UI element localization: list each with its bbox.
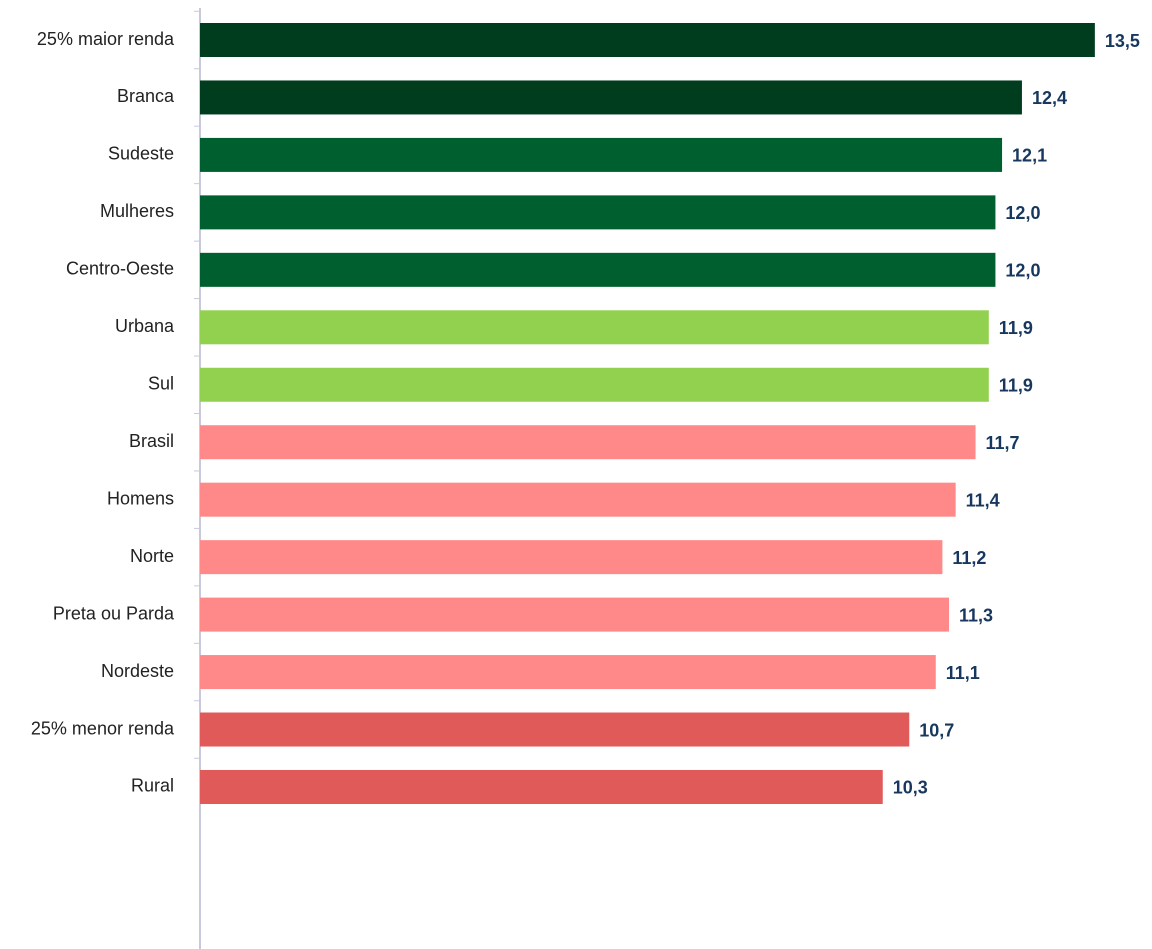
category-label: 25% menor renda	[31, 718, 175, 738]
value-label: 13,5	[1105, 31, 1140, 51]
bar	[200, 482, 956, 517]
category-label: Rural	[131, 776, 174, 796]
value-label: 12,4	[1032, 88, 1067, 108]
bar	[200, 252, 996, 287]
category-label: Norte	[130, 546, 174, 566]
category-label: Brasil	[129, 431, 174, 451]
value-label: 11,9	[999, 376, 1033, 396]
bar	[200, 712, 910, 747]
bar	[200, 137, 1003, 172]
value-label: 11,9	[999, 318, 1033, 338]
value-label: 11,3	[959, 605, 993, 625]
bar	[200, 769, 883, 804]
bar	[200, 540, 943, 575]
value-label: 10,3	[893, 778, 928, 798]
category-label: Nordeste	[101, 661, 174, 681]
category-label: Sudeste	[108, 144, 174, 164]
bar	[200, 195, 996, 230]
bar	[200, 23, 1095, 57]
value-label: 12,0	[1005, 203, 1040, 223]
bar	[200, 367, 989, 402]
value-label: 11,4	[966, 490, 1000, 510]
category-label: Preta ou Parda	[53, 603, 175, 623]
category-label: Mulheres	[100, 201, 174, 221]
value-label: 11,2	[952, 548, 986, 568]
category-label: Sul	[148, 374, 174, 394]
bar	[200, 655, 936, 690]
value-label: 12,1	[1012, 146, 1047, 166]
bar	[200, 80, 1022, 115]
category-label: Centro-Oeste	[66, 259, 174, 279]
bar	[200, 597, 950, 632]
category-label: Homens	[107, 488, 174, 508]
category-label: 25% maior renda	[37, 29, 175, 49]
category-label: Urbana	[115, 316, 175, 336]
value-label: 10,7	[919, 720, 954, 740]
value-label: 12,0	[1005, 261, 1040, 281]
value-label: 11,7	[986, 433, 1020, 453]
bar	[200, 310, 989, 345]
category-label: Branca	[117, 86, 175, 106]
bar	[200, 425, 976, 460]
value-label: 11,1	[946, 663, 980, 683]
